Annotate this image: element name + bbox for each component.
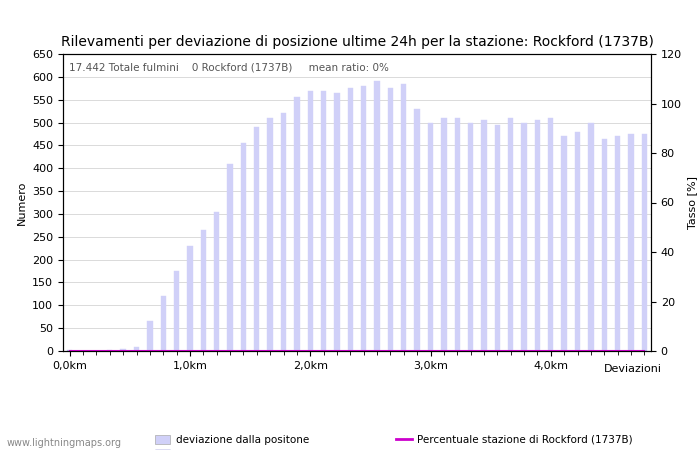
Bar — [615, 136, 620, 351]
Bar — [588, 122, 594, 351]
Bar — [482, 120, 486, 351]
Bar — [629, 134, 634, 351]
Bar — [428, 122, 433, 351]
Text: Deviazioni: Deviazioni — [603, 364, 662, 374]
Bar — [267, 118, 273, 351]
Bar — [241, 143, 246, 351]
Text: 17.442 Totale fulmini    0 Rockford (1737B)     mean ratio: 0%: 17.442 Totale fulmini 0 Rockford (1737B)… — [69, 63, 389, 73]
Bar — [495, 125, 500, 351]
Bar — [522, 122, 526, 351]
Text: www.lightningmaps.org: www.lightningmaps.org — [7, 438, 122, 448]
Bar — [642, 134, 647, 351]
Bar — [468, 122, 473, 351]
Bar — [601, 139, 607, 351]
Bar — [107, 350, 113, 351]
Bar — [120, 349, 126, 351]
Bar — [454, 118, 460, 351]
Bar — [348, 88, 353, 351]
Bar — [441, 118, 447, 351]
Bar — [374, 81, 379, 351]
Bar — [414, 109, 420, 351]
Bar — [160, 296, 166, 351]
Bar — [201, 230, 206, 351]
Bar — [401, 84, 407, 351]
Bar — [214, 212, 219, 351]
Bar — [281, 113, 286, 351]
Bar — [361, 86, 366, 351]
Bar — [548, 118, 554, 351]
Bar — [307, 90, 313, 351]
Bar — [67, 350, 72, 351]
Bar — [228, 164, 232, 351]
Y-axis label: Numero: Numero — [17, 180, 27, 225]
Y-axis label: Tasso [%]: Tasso [%] — [687, 176, 697, 229]
Bar — [134, 347, 139, 351]
Bar — [174, 271, 179, 351]
Bar — [388, 88, 393, 351]
Bar — [561, 136, 567, 351]
Bar — [508, 118, 513, 351]
Bar — [321, 90, 326, 351]
Title: Rilevamenti per deviazione di posizione ultime 24h per la stazione: Rockford (17: Rilevamenti per deviazione di posizione … — [61, 35, 653, 49]
Bar — [535, 120, 540, 351]
Bar — [335, 93, 339, 351]
Bar — [294, 97, 300, 351]
Bar — [188, 246, 193, 351]
Legend: deviazione dalla positone, deviazione stazione di Rockford (1737B), Percentuale : deviazione dalla positone, deviazione st… — [150, 431, 637, 450]
Bar — [147, 321, 153, 351]
Bar — [575, 132, 580, 351]
Bar — [254, 127, 260, 351]
